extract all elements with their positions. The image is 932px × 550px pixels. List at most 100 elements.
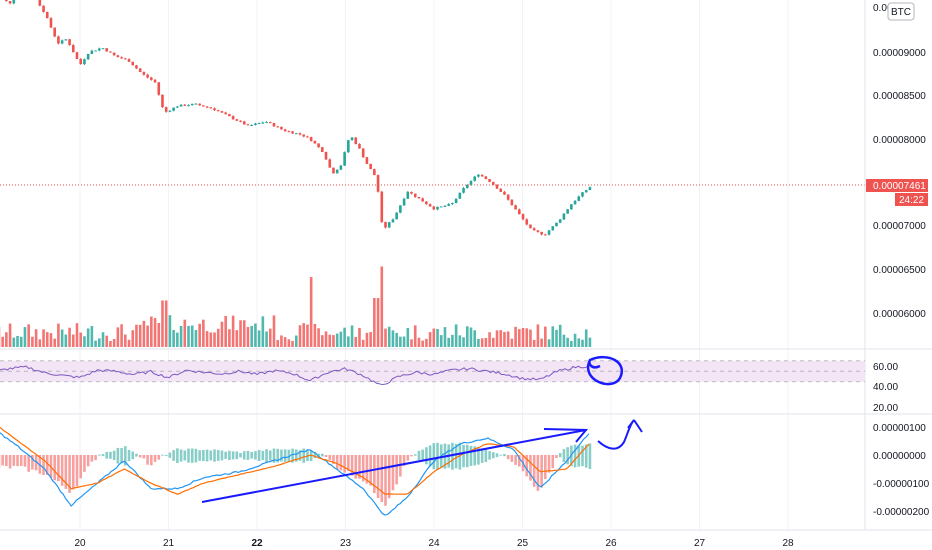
volume-bar xyxy=(558,324,562,347)
macd-histogram-bar xyxy=(417,450,421,461)
macd-histogram-bar xyxy=(71,455,75,490)
price-pane[interactable] xyxy=(0,0,592,236)
macd-histogram-bar xyxy=(294,449,298,462)
candle xyxy=(228,114,231,117)
volume-bar xyxy=(555,329,558,347)
candle xyxy=(190,103,194,106)
symbol-badge[interactable] xyxy=(887,2,915,21)
volume-bar xyxy=(313,323,317,347)
macd-histogram-bar xyxy=(283,449,287,462)
candle xyxy=(529,224,532,229)
volume-bar xyxy=(495,330,499,347)
volume-bar xyxy=(228,329,231,347)
macd-histogram-bar xyxy=(343,455,346,473)
macd-histogram-bar xyxy=(425,447,428,465)
candle xyxy=(86,53,90,60)
volume-bar xyxy=(365,332,369,347)
candle xyxy=(361,148,365,158)
macd-histogram-bar xyxy=(228,450,231,461)
volume-bar xyxy=(34,329,38,347)
macd-histogram-bar xyxy=(242,451,246,460)
volume-bar xyxy=(451,334,454,347)
macd-histogram-bar xyxy=(495,453,499,458)
volume-bar xyxy=(94,340,97,347)
candle xyxy=(75,52,79,59)
volume-bar xyxy=(354,336,358,347)
rsi-pane[interactable] xyxy=(0,360,865,386)
candle xyxy=(369,163,372,170)
macd-histogram-bar xyxy=(328,455,332,460)
volume-bar xyxy=(49,333,53,347)
macd-histogram-bar xyxy=(544,455,547,480)
volume-bar xyxy=(373,298,376,347)
macd-histogram-bar xyxy=(469,445,473,466)
macd-histogram-bar xyxy=(373,455,376,494)
candle xyxy=(38,0,42,6)
candle xyxy=(265,122,268,124)
macd-histogram-bar xyxy=(529,455,532,481)
price-axis[interactable]: 0.00 0.00009000 0.00008500 0.00008000 0.… xyxy=(866,2,930,518)
candle xyxy=(90,50,94,54)
macd-histogram-bar xyxy=(8,455,12,469)
macd-histogram-bar xyxy=(135,453,138,457)
candle xyxy=(588,187,592,191)
macd-histogram-bar xyxy=(45,455,49,475)
annotations xyxy=(201,355,643,503)
price-tick: 0.00008500 xyxy=(873,91,926,102)
macd-histogram-bar xyxy=(239,452,242,458)
macd-histogram-bar xyxy=(324,455,328,457)
rsi-line xyxy=(0,365,590,386)
volume-bar xyxy=(268,328,272,347)
candle xyxy=(443,205,447,207)
macd-histogram-bar xyxy=(246,450,250,460)
volume-bar xyxy=(23,327,27,347)
volume-bar xyxy=(280,335,283,347)
candle xyxy=(142,71,146,75)
candle xyxy=(536,230,540,232)
candle xyxy=(280,126,283,130)
volume-bar xyxy=(335,333,339,347)
volume-bar xyxy=(547,339,551,347)
candle xyxy=(235,119,239,121)
macd-histogram-bar xyxy=(86,455,90,467)
candle xyxy=(447,204,450,206)
macd-histogram-bar xyxy=(276,448,280,463)
volume-bar xyxy=(97,338,101,347)
candle xyxy=(246,124,250,126)
volume-bar xyxy=(153,318,157,347)
volume-bar xyxy=(109,340,112,347)
macd-tick: 0.00000000 xyxy=(873,451,926,462)
volume-bar xyxy=(135,324,138,347)
volume-bar xyxy=(42,329,45,347)
volume-bar xyxy=(491,337,495,347)
volume-bar xyxy=(339,331,343,347)
time-axis[interactable]: 20 21 22 23 24 25 26 27 28 xyxy=(74,538,794,549)
volume-bar xyxy=(291,340,294,347)
volume-bar xyxy=(75,323,79,347)
candle xyxy=(391,219,395,223)
volume-bar xyxy=(127,339,131,347)
candle xyxy=(570,204,573,210)
volume-bar xyxy=(399,336,402,347)
volume-bar xyxy=(428,332,432,347)
macd-histogram-bar xyxy=(547,455,551,473)
macd-histogram-bar xyxy=(168,452,172,458)
macd-histogram-bar xyxy=(562,449,566,463)
macd-histogram-bar xyxy=(202,449,205,462)
macd-line xyxy=(0,432,590,516)
macd-histogram-bar xyxy=(146,455,149,465)
candle xyxy=(566,209,569,214)
projection-arrow-annotation xyxy=(597,419,643,450)
candle xyxy=(488,179,491,182)
candle xyxy=(387,222,391,228)
volume-bar xyxy=(124,334,127,347)
price-tick-top-partial: 0.00 xyxy=(873,3,893,14)
macd-histogram-bar xyxy=(183,450,187,461)
candle xyxy=(480,174,484,177)
candle xyxy=(287,131,291,133)
candle xyxy=(436,206,439,210)
date-tick: 25 xyxy=(517,538,529,549)
volume-bar xyxy=(488,332,491,347)
